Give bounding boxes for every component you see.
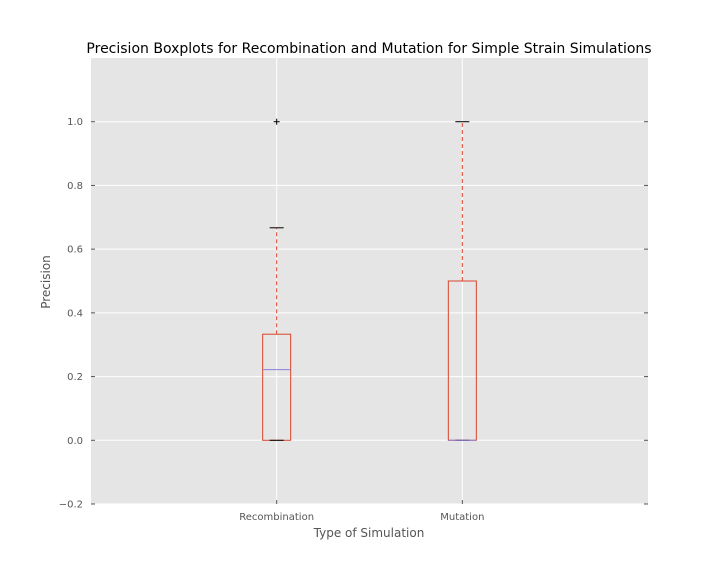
box-recombination: [262, 118, 292, 441]
x-tick-label: Recombination: [239, 512, 314, 523]
chart-title: Precision Boxplots for Recombination and…: [86, 41, 651, 57]
y-tick-label: 0.8: [67, 181, 83, 192]
y-axis-ticks: −0.2 0.0 0.2 0.4 0.6 0.8 1.0: [59, 117, 648, 511]
plot-area: [91, 58, 648, 504]
x-axis-ticks: Recombination Mutation: [239, 500, 484, 523]
y-tick-label: 0.0: [67, 436, 83, 447]
y-tick-label: 1.0: [67, 117, 83, 128]
y-tick-label: 0.6: [67, 245, 83, 256]
y-tick-label: 0.4: [67, 308, 83, 319]
box-mutation: [447, 121, 477, 441]
y-tick-label: 0.2: [67, 372, 83, 383]
y-tick-label: −0.2: [59, 500, 83, 511]
x-axis-label: Type of Simulation: [313, 526, 425, 540]
x-tick-label: Mutation: [440, 512, 484, 523]
y-axis-label: Precision: [39, 255, 53, 309]
boxes: [262, 118, 477, 441]
